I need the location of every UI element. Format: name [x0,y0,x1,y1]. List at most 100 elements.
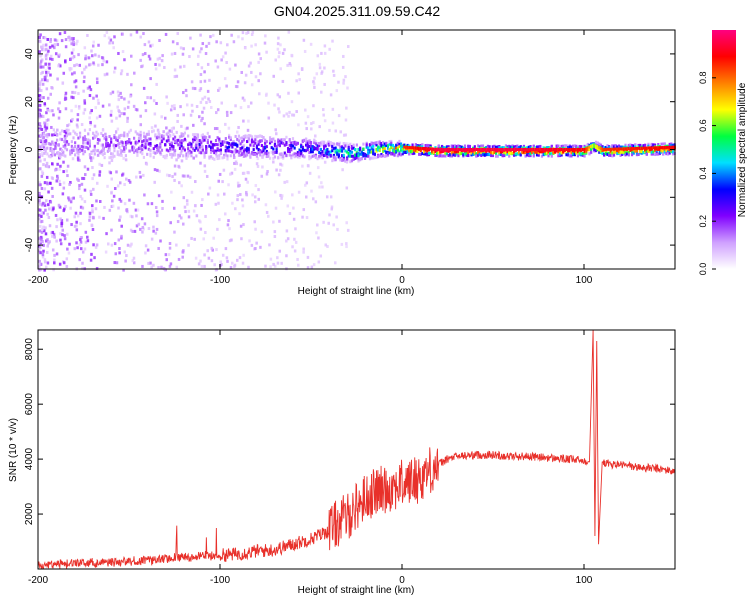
spectrogram-cell [51,140,54,144]
spectrogram-cell [332,69,335,73]
spectrogram-cell [56,174,59,178]
spectrogram-cell [84,240,88,244]
spectrogram-cell [75,220,78,224]
spectrogram-ridge-cell [657,146,660,150]
spectrogram-cell [267,101,270,105]
spectrogram-cell [312,82,316,86]
spectrogram-cell [185,103,189,107]
spectrogram-cell [228,239,232,243]
spectrogram-cell [123,107,127,111]
spectrogram-cell [43,258,47,262]
spectrogram-cell [457,144,460,148]
spectrogram-cell [221,143,224,147]
spectrogram-ridge-cell [442,148,445,151]
spectrogram-cell [302,247,305,251]
spectrogram-cell [312,104,315,108]
spectrogram-cell [381,140,385,144]
spectrogram-cell [178,214,181,218]
spectrogram-cell [671,143,675,147]
spectrogram-ridge-cell [475,148,478,151]
spectrogram-cell [80,148,84,152]
spectrogram-cell [270,138,273,142]
spectrogram-cell [204,135,208,139]
spectrogram-cell [557,154,560,158]
spectrogram-cell [265,92,268,96]
spectrogram-cell [367,154,370,158]
spectrogram-cell [216,157,219,161]
spectrogram-cell [244,46,247,50]
spectrogram-cell [182,222,185,226]
spectrogram-cell [249,143,252,147]
spectrogram-cell [121,149,124,153]
spectrogram-cell [580,152,583,156]
spectrogram-cell [440,150,444,154]
spectrogram-cell [296,141,300,145]
spectrogram-cell [77,144,80,148]
spectrogram-cell [77,106,81,110]
spectrogram-cell [313,147,316,151]
spectrogram-cell [273,139,277,143]
spectrogram-cell [171,40,175,44]
spectrogram-cell [575,151,578,155]
spectrogram-cell [199,227,203,231]
spectrogram-cell [162,137,165,141]
spectrogram-x-tick-label: 100 [576,275,593,286]
spectrogram-cell [606,152,609,156]
spectrogram-cell [124,259,127,263]
spectrogram-cell [332,155,336,159]
spectrogram-cell [170,141,173,145]
spectrogram-cell [144,135,147,139]
spectrogram-cell [399,153,403,157]
spectrogram-cell [73,247,77,251]
spectrogram-cell [287,30,291,34]
spectrogram-cell [321,185,324,189]
spectrogram-cell [126,132,129,136]
spectrogram-cell [365,145,368,149]
spectrogram-cell [403,149,406,153]
spectrogram-cell [290,141,293,145]
spectrogram-cell [301,148,304,152]
spectrogram-cell [452,153,455,157]
spectrogram-cell [437,151,440,155]
spectrogram-cell [57,151,60,155]
spectrogram-cell [645,150,648,154]
spectrogram-cell [311,150,314,154]
spectrogram-ridge-cell [658,146,662,150]
spectrogram-cell [444,154,447,158]
spectrogram-cell [182,113,185,117]
spectrogram-cell [147,261,150,265]
spectrogram-cell [39,202,42,206]
spectrogram-cell [251,30,255,34]
spectrogram-cell [40,203,44,207]
spectrogram-cell [79,238,82,242]
spectrogram-cell [74,141,77,145]
spectrogram-cell [40,170,44,174]
spectrogram-cell [367,150,370,154]
spectrogram-cell [304,183,307,187]
spectrogram-cell [381,147,385,151]
spectrogram-cell [529,154,532,158]
spectrogram-cell [188,55,191,59]
spectrogram-cell [82,136,85,140]
spectrogram-cell [45,126,49,130]
spectrogram-cell [120,69,124,73]
spectrogram-cell [200,151,203,155]
spectrogram-cell [182,47,185,51]
spectrogram-cell [372,148,375,152]
spectrogram-ridge-cell [621,147,624,151]
spectrogram-cell [277,156,280,160]
spectrogram-cell [239,193,242,197]
spectrogram-ridge-cell [594,144,598,148]
spectrogram-cell [413,148,416,152]
spectrogram-cell [157,133,160,137]
spectrogram-cell [190,145,193,149]
spectrogram-cell [311,145,314,149]
spectrogram-cell [247,119,250,123]
spectrogram-cell [275,145,278,149]
spectrogram-cell [58,101,61,105]
spectrogram-cell [164,143,167,147]
spectrogram-cell [285,229,289,233]
spectrogram-cell [46,238,49,242]
spectrogram-ridge-cell [591,143,594,147]
spectrogram-cell [200,119,203,123]
